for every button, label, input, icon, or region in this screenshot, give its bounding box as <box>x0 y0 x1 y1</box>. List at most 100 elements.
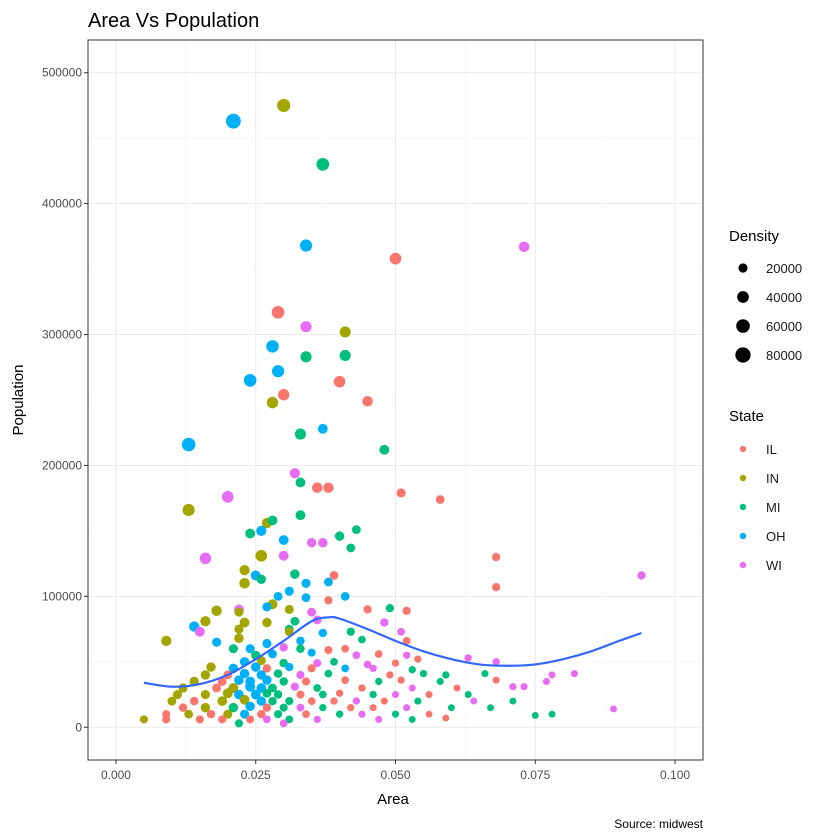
data-point-mi <box>290 569 300 579</box>
data-point-mi <box>408 666 416 674</box>
data-point-mi <box>464 690 472 699</box>
legend-density-key <box>735 347 751 363</box>
data-point-wi <box>470 697 478 705</box>
data-point-il <box>391 659 400 667</box>
data-point-il <box>380 697 388 705</box>
data-point-il <box>212 683 221 693</box>
data-point-mi <box>316 158 330 171</box>
x-tick-label: 0.050 <box>380 768 410 782</box>
y-tick-label: 300000 <box>42 328 82 342</box>
data-point-oh <box>341 664 350 673</box>
data-point-wi <box>548 671 556 679</box>
data-point-wi <box>403 704 411 712</box>
data-point-oh <box>251 662 261 672</box>
data-point-in <box>172 689 183 700</box>
data-point-il <box>323 482 334 493</box>
data-point-in <box>223 709 233 719</box>
data-point-il <box>397 676 405 684</box>
data-point-oh <box>318 628 328 638</box>
data-point-il <box>324 645 333 655</box>
data-point-il <box>307 664 316 673</box>
data-point-in <box>161 635 172 646</box>
data-point-il <box>324 596 333 605</box>
data-point-wi <box>199 552 212 565</box>
data-point-mi <box>414 697 422 705</box>
data-point-wi <box>352 697 361 705</box>
y-tick-label: 100000 <box>42 589 82 603</box>
data-point-mi <box>481 670 489 678</box>
data-point-mi <box>358 635 366 644</box>
data-point-mi <box>324 669 333 678</box>
data-point-mi <box>256 574 267 585</box>
data-point-wi <box>290 682 299 691</box>
data-point-oh <box>245 701 255 712</box>
data-point-wi <box>358 710 366 718</box>
data-point-oh <box>266 340 279 353</box>
legend-density-key <box>736 319 750 333</box>
data-point-wi <box>492 658 500 666</box>
data-point-mi <box>279 677 288 686</box>
data-point-wi <box>391 690 400 699</box>
data-point-mi <box>295 510 306 521</box>
data-point-il <box>277 389 290 401</box>
data-point-il <box>307 697 316 705</box>
data-point-oh <box>262 675 272 685</box>
data-point-mi <box>279 703 288 712</box>
data-point-in <box>262 617 272 628</box>
data-point-oh <box>268 649 277 659</box>
data-point-oh <box>262 602 272 612</box>
data-point-in <box>239 617 250 628</box>
data-point-mi <box>442 671 450 679</box>
data-point-mi <box>509 697 517 705</box>
data-point-wi <box>263 715 271 724</box>
y-tick-label: 400000 <box>42 197 82 211</box>
data-point-wi <box>397 627 405 636</box>
smooth-trend-line <box>143 615 642 688</box>
legend-density-label: 40000 <box>766 290 802 305</box>
data-point-il <box>492 676 500 684</box>
data-point-wi <box>352 651 361 660</box>
data-point-il <box>442 714 450 722</box>
data-point-il <box>491 552 501 562</box>
data-point-oh <box>225 113 241 129</box>
data-point-il <box>402 636 411 645</box>
data-point-il <box>386 671 394 679</box>
data-point-wi <box>542 677 551 686</box>
data-point-in <box>206 662 216 672</box>
data-point-wi <box>518 241 530 253</box>
data-point-il <box>178 703 188 712</box>
legend-density-label: 80000 <box>766 348 802 363</box>
data-point-il <box>271 305 285 319</box>
data-point-mi <box>339 349 351 362</box>
data-point-il <box>330 697 338 705</box>
data-point-oh <box>317 423 328 434</box>
data-point-mi <box>548 710 556 718</box>
legend-state-key-oh <box>739 532 747 540</box>
data-point-in <box>239 694 250 705</box>
data-point-il <box>218 715 227 724</box>
data-point-oh <box>296 636 305 646</box>
data-point-wi <box>520 683 528 691</box>
data-point-wi <box>369 664 377 673</box>
data-point-oh <box>245 681 256 692</box>
data-point-oh <box>212 637 222 647</box>
data-point-wi <box>278 550 289 561</box>
data-point-oh <box>239 668 250 679</box>
data-point-in <box>255 549 268 562</box>
data-point-wi <box>509 683 517 691</box>
data-point-il <box>162 715 171 724</box>
data-point-mi <box>300 351 312 363</box>
data-point-il <box>402 606 411 615</box>
data-point-mi <box>531 712 539 719</box>
data-point-oh <box>181 437 196 452</box>
data-point-wi <box>306 537 317 548</box>
data-point-mi <box>335 710 344 718</box>
data-point-il <box>362 396 373 407</box>
data-point-mi <box>391 710 400 718</box>
x-tick-label: 0.000 <box>101 768 131 782</box>
data-point-il <box>341 676 350 685</box>
data-point-in <box>139 715 148 724</box>
data-point-il <box>302 710 310 719</box>
data-point-il <box>396 488 406 498</box>
data-point-in <box>200 689 210 700</box>
